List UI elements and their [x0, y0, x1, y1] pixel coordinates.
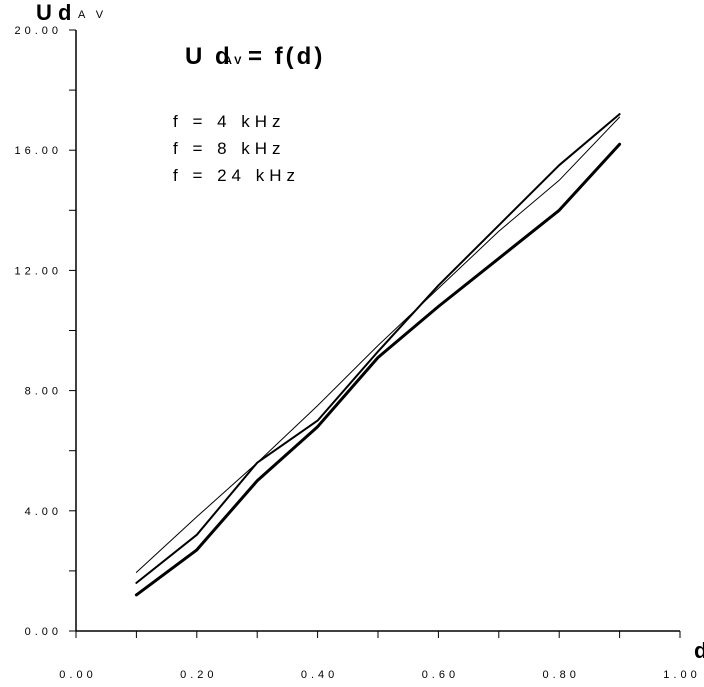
x-tick-label: 0.00 — [59, 669, 96, 681]
legend-entry-24khz: f = 24 kHz — [173, 166, 300, 185]
legend: f = 4 kHz f = 8 kHz f = 24 kHz — [173, 112, 300, 185]
chart-title-subscript: AV — [224, 55, 244, 67]
y-axis-label: U d — [36, 0, 71, 25]
x-tick-label: 0.20 — [180, 669, 217, 681]
y-tick-label: 4.00 — [25, 506, 62, 518]
axes — [75, 30, 680, 632]
y-tick-label: 12.00 — [14, 265, 62, 277]
series-line-1 — [135, 116, 621, 573]
x-tick-label: 0.80 — [542, 669, 579, 681]
x-tick-label: 0.60 — [422, 669, 459, 681]
series-line-3 — [134, 142, 622, 597]
series-lines — [134, 113, 622, 597]
x-axis-label: d — [694, 638, 704, 663]
legend-entry-8khz: f = 8 kHz — [173, 139, 286, 158]
ticks: 0.00 4.00 8.00 12.00 16.00 20.00 0.00 0.20 0.40 0… — [14, 25, 700, 681]
y-axis-label-subscript: A V — [78, 9, 107, 21]
series-line-2 — [135, 113, 621, 584]
legend-entry-4khz: f = 4 kHz — [173, 112, 286, 131]
x-tick-label: 0.40 — [301, 669, 338, 681]
chart-title: U d — [185, 43, 233, 70]
x-tick-label: 1.00 — [663, 669, 700, 681]
y-tick-label: 8.00 — [25, 386, 62, 398]
y-tick-label: 0.00 — [25, 626, 62, 638]
y-tick-label: 16.00 — [14, 145, 62, 157]
chart-title-suffix: = f(d) — [248, 43, 325, 70]
y-tick-label: 20.00 — [14, 25, 62, 37]
